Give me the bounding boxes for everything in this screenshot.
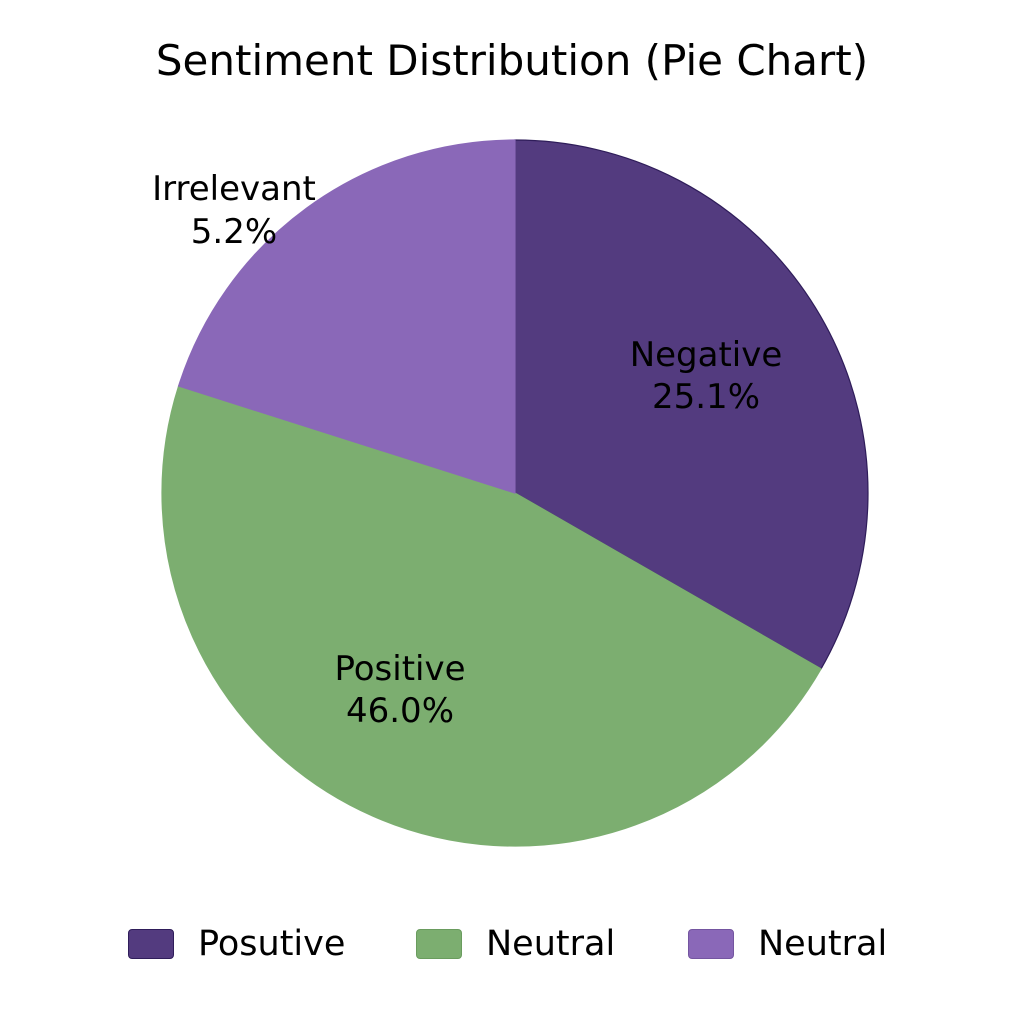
legend: Posutive Neutral Neutral — [0, 922, 1024, 966]
slice-label-negative: Negative — [630, 335, 783, 375]
legend-item-2: Neutral — [416, 922, 615, 966]
pie-slice-negative — [514, 139, 869, 670]
chart-title: Sentiment Distribution (Pie Chart) — [155, 36, 869, 85]
legend-swatch-3 — [688, 929, 734, 959]
slice-label-positive: Positive — [334, 649, 465, 689]
slice-percent-negative: 25.1% — [652, 377, 760, 417]
pie-slice-irrelevant — [177, 139, 516, 494]
legend-label-1: Posutive — [198, 924, 346, 964]
legend-item-3: Neutral — [688, 922, 887, 966]
legend-swatch-2 — [416, 929, 462, 959]
slice-percent-irrelevant: 5.2% — [191, 212, 277, 252]
pie-slice-positive — [161, 385, 822, 847]
legend-swatch-1 — [128, 929, 174, 959]
legend-label-3: Neutral — [758, 924, 888, 964]
slice-label-irrelevant: Irrelevant — [152, 169, 316, 209]
legend-label-2: Neutral — [486, 924, 616, 964]
legend-item-1: Posutive — [128, 922, 345, 966]
slice-percent-positive: 46.0% — [346, 691, 454, 731]
